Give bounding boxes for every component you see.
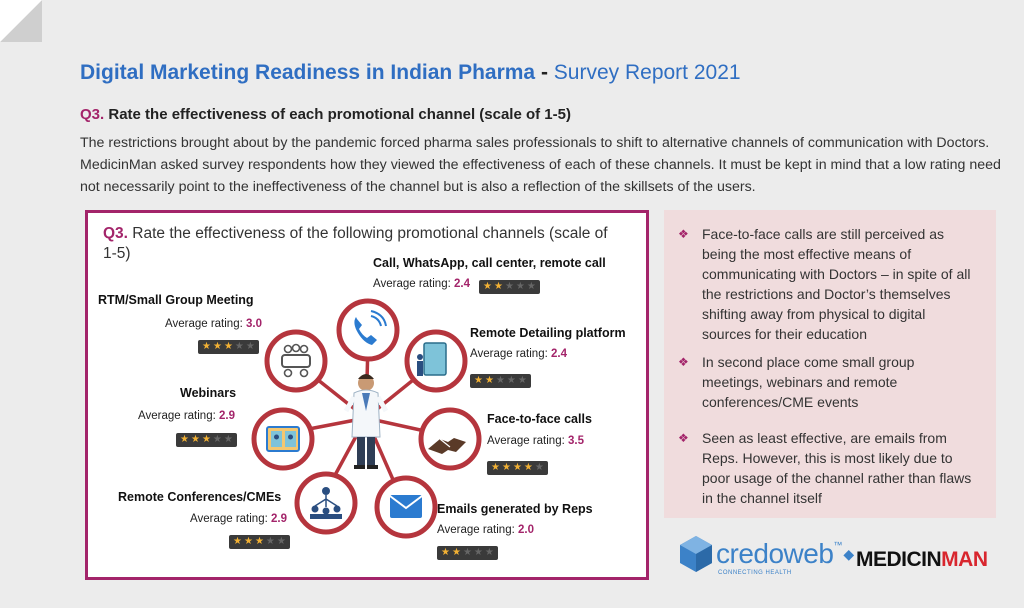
diamond-bullet-icon: ❖ [678, 355, 689, 369]
page-title: Digital Marketing Readiness in Indian Ph… [80, 61, 741, 84]
card-question: Q3. Rate the effectiveness of the follow… [103, 225, 608, 262]
diamond-mark-icon: ◆ [843, 545, 855, 562]
handshake-icon [418, 407, 482, 471]
star-icon: ★ [506, 375, 516, 386]
star-icon: ★ [451, 547, 461, 558]
star-icon: ★ [504, 281, 514, 292]
channel-rating-face-to-face: Average rating: 3.5 [487, 435, 584, 447]
star-icon: ★ [223, 434, 233, 445]
stars-conferences: ★ ★ ★ ★ ★ [229, 535, 290, 549]
star-icon: ★ [234, 341, 244, 352]
stars-rtm: ★ ★ ★ ★ ★ [198, 340, 259, 354]
medicinman-logo: MEDICINMAN [856, 548, 988, 571]
star-icon: ★ [190, 434, 200, 445]
envelope-icon [374, 475, 438, 539]
star-icon: ★ [493, 281, 503, 292]
star-icon: ★ [484, 375, 494, 386]
question-heading: Q3. Rate the effectiveness of each promo… [80, 106, 571, 123]
star-icon: ★ [265, 536, 275, 547]
star-icon: ★ [474, 375, 483, 386]
stars-webinars: ★ ★ ★ ★ ★ [176, 433, 237, 447]
phone-icon [336, 298, 400, 362]
diamond-bullet-icon: ❖ [678, 227, 689, 241]
channel-label-emails: Emails generated by Reps [437, 502, 593, 516]
star-icon: ★ [254, 536, 264, 547]
credoweb-logo: credoweb ™ ◆ CONNECTING HEALTH [676, 534, 855, 576]
star-icon: ★ [526, 281, 536, 292]
channel-rating-call: Average rating: 2.4 [373, 278, 470, 290]
tablet-detailing-icon [404, 329, 468, 393]
star-icon: ★ [484, 547, 494, 558]
star-icon: ★ [233, 536, 242, 547]
star-icon: ★ [180, 434, 189, 445]
stars-emails: ★ ★ ★ ★ ★ [437, 546, 498, 560]
insight-item: ❖ Face-to-face calls are still perceived … [678, 226, 971, 342]
star-icon: ★ [517, 375, 527, 386]
channel-rating-emails: Average rating: 2.0 [437, 524, 534, 536]
channel-label-rtm: RTM/Small Group Meeting [98, 293, 254, 307]
star-icon: ★ [483, 281, 492, 292]
webinar-screen-icon [251, 407, 315, 471]
insight-item: ❖ Seen as least effective, are emails fro… [678, 430, 972, 506]
star-icon: ★ [276, 536, 286, 547]
star-icon: ★ [495, 375, 505, 386]
star-icon: ★ [491, 462, 500, 473]
channel-label-webinars: Webinars [180, 386, 237, 400]
conference-network-icon [294, 471, 358, 535]
star-icon: ★ [441, 547, 450, 558]
stars-call: ★ ★ ★ ★ ★ [479, 280, 540, 294]
star-icon: ★ [515, 281, 525, 292]
intro-paragraph: The restrictions brought about by the pa… [80, 135, 1001, 195]
star-icon: ★ [212, 434, 222, 445]
doctor-figure [343, 374, 389, 469]
star-icon: ★ [223, 341, 233, 352]
channel-rating-webinars: Average rating: 2.9 [138, 410, 235, 422]
star-icon: ★ [243, 536, 253, 547]
channel-label-call: Call, WhatsApp, call center, remote call [373, 256, 606, 270]
star-icon: ★ [501, 462, 511, 473]
channel-rating-detailing: Average rating: 2.4 [470, 348, 567, 360]
star-icon: ★ [512, 462, 522, 473]
star-icon: ★ [523, 462, 533, 473]
channel-label-conferences: Remote Conferences/CMEs [118, 490, 282, 504]
channel-rating-rtm: Average rating: 3.0 [165, 318, 262, 330]
meeting-table-icon [264, 329, 328, 393]
stars-face-to-face: ★ ★ ★ ★ ★ [487, 461, 548, 475]
credoweb-cube-icon [680, 536, 712, 572]
channel-rating-conferences: Average rating: 2.9 [190, 513, 287, 525]
star-icon: ★ [202, 341, 211, 352]
star-icon: ★ [462, 547, 472, 558]
channel-label-face-to-face: Face-to-face calls [487, 412, 592, 426]
diamond-bullet-icon: ❖ [678, 431, 689, 445]
star-icon: ★ [473, 547, 483, 558]
insight-item: ❖ In second place come small group meetin… [678, 354, 915, 410]
channel-hub-diagram [251, 298, 482, 539]
page-curl [0, 0, 42, 42]
channel-label-detailing: Remote Detailing platform [470, 326, 626, 340]
star-icon: ★ [534, 462, 544, 473]
star-icon: ★ [201, 434, 211, 445]
stars-detailing: ★ ★ ★ ★ ★ [470, 374, 531, 388]
star-icon: ★ [212, 341, 222, 352]
insights-panel [664, 210, 996, 518]
star-icon: ★ [245, 341, 255, 352]
